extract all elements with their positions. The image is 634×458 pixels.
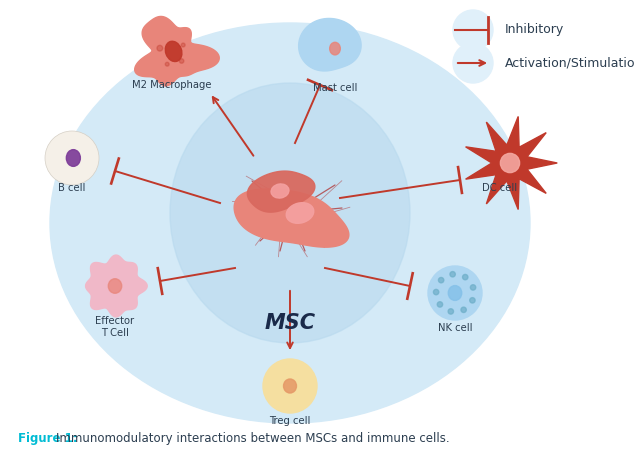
Circle shape	[437, 302, 443, 307]
Text: B cell: B cell	[58, 183, 86, 193]
Ellipse shape	[330, 42, 340, 55]
Text: Inhibitory: Inhibitory	[505, 23, 564, 37]
Circle shape	[263, 359, 317, 413]
Polygon shape	[134, 16, 219, 86]
Ellipse shape	[283, 379, 297, 393]
Circle shape	[470, 298, 475, 303]
Circle shape	[453, 43, 493, 83]
Text: Figure 1:: Figure 1:	[18, 432, 82, 445]
Text: NK cell: NK cell	[437, 323, 472, 333]
Text: MSC: MSC	[264, 313, 316, 333]
Polygon shape	[299, 18, 361, 71]
Circle shape	[157, 45, 163, 51]
Circle shape	[470, 285, 476, 290]
Polygon shape	[86, 255, 147, 317]
Circle shape	[45, 131, 99, 185]
Ellipse shape	[271, 184, 289, 198]
Polygon shape	[234, 189, 349, 247]
Circle shape	[448, 309, 453, 314]
Text: Immunomodulatory interactions between MSCs and immune cells.: Immunomodulatory interactions between MS…	[56, 432, 450, 445]
Circle shape	[450, 272, 455, 277]
Ellipse shape	[170, 83, 410, 343]
Ellipse shape	[165, 41, 182, 61]
Ellipse shape	[500, 153, 520, 173]
Circle shape	[428, 266, 482, 320]
Circle shape	[165, 62, 169, 66]
Circle shape	[461, 307, 467, 312]
Text: DC cell: DC cell	[482, 183, 517, 193]
Circle shape	[439, 278, 444, 283]
Circle shape	[463, 274, 468, 280]
Circle shape	[181, 43, 185, 47]
Text: Effector
T Cell: Effector T Cell	[96, 316, 134, 338]
Circle shape	[434, 289, 439, 295]
Ellipse shape	[286, 203, 314, 224]
Ellipse shape	[448, 286, 462, 300]
Text: Treg cell: Treg cell	[269, 416, 311, 426]
Polygon shape	[247, 171, 315, 212]
Text: Activation/Stimulation: Activation/Stimulation	[505, 56, 634, 70]
Text: Mast cell: Mast cell	[313, 83, 357, 93]
Polygon shape	[465, 116, 557, 209]
Ellipse shape	[50, 23, 530, 423]
Circle shape	[453, 10, 493, 50]
Ellipse shape	[108, 279, 122, 293]
Text: M2 Macrophage: M2 Macrophage	[133, 80, 212, 90]
Circle shape	[179, 59, 184, 63]
Ellipse shape	[67, 150, 81, 166]
